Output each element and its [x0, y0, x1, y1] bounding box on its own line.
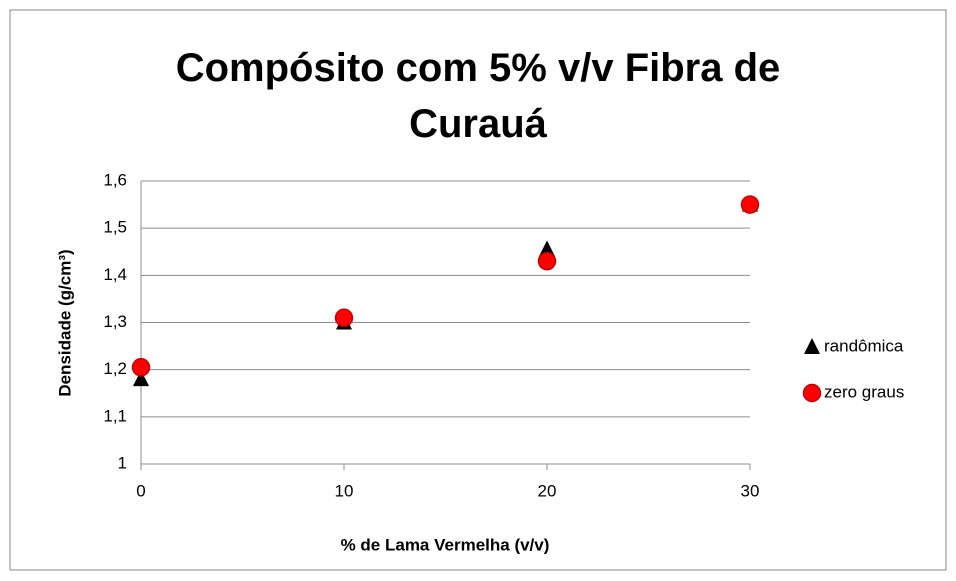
x-tick-label: 30	[741, 481, 760, 500]
legend-marker	[802, 383, 822, 403]
legend-label: randômica	[824, 336, 904, 355]
y-tick-label: 1,6	[103, 170, 127, 189]
marker-triangle	[539, 240, 555, 257]
y-tick-label: 1,1	[103, 406, 127, 425]
y-tick-label: 1,4	[103, 265, 127, 284]
x-tick-label: 10	[335, 481, 354, 500]
x-tick-label: 20	[538, 481, 557, 500]
marker-circle	[334, 308, 354, 328]
y-tick-label: 1,2	[103, 359, 127, 378]
marker-triangle	[133, 370, 149, 387]
marker-circle	[537, 251, 557, 271]
x-tick-label: 0	[136, 481, 145, 500]
marker-circle	[740, 195, 760, 214]
y-tick-label: 1	[118, 453, 127, 472]
y-tick-label: 1,5	[103, 218, 127, 237]
chart-title: Compósito com 5% v/v Fibra de Curauá	[175, 46, 781, 146]
chart-border	[9, 9, 947, 571]
legend-label: zero graus	[824, 382, 904, 401]
y-tick-label: 1,3	[103, 312, 127, 331]
legend-marker	[804, 338, 820, 354]
x-axis-label: % de Lama Vermelha (v/v)	[341, 535, 550, 554]
y-axis-label: Densidade (g/cm³)	[55, 249, 74, 396]
marker-circle	[131, 358, 151, 377]
